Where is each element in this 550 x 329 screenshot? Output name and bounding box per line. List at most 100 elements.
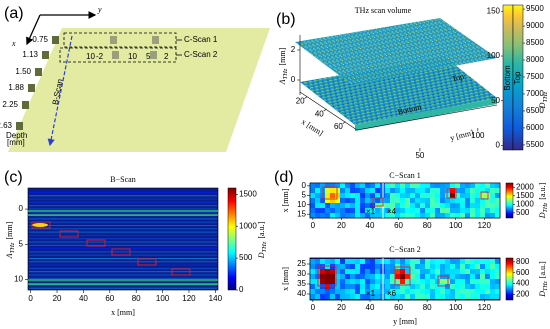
- cscan-pixel: [310, 193, 315, 198]
- tick-label: 100: [487, 51, 501, 60]
- cscan-pixel: [390, 264, 395, 269]
- cscan-pixel: [350, 294, 355, 299]
- cscan-pixel: [340, 183, 345, 188]
- cscan-pixel: [425, 269, 430, 274]
- cscan-pixel: [440, 259, 445, 264]
- cscan-pixel: [475, 294, 480, 299]
- cscan-pixel: [360, 279, 365, 284]
- cscan-pixel: [340, 269, 345, 274]
- cscan-pixel: [315, 183, 320, 188]
- cscan-pixel: [445, 284, 450, 289]
- cscan-pixel: [355, 193, 360, 198]
- cscan-pixel: [490, 294, 495, 299]
- cscan-pixel: [455, 213, 460, 218]
- cscan-pixel: [475, 188, 480, 193]
- axis-label: x [mm]: [281, 188, 290, 212]
- cscan-pixel: [315, 264, 320, 269]
- cscan-pixel: [335, 193, 340, 198]
- cscan-pixel: [480, 203, 485, 208]
- cscan-pixel: [390, 208, 395, 213]
- cscan-pixel: [360, 264, 365, 269]
- bscan-stripe: [29, 228, 217, 230]
- x-tick-label: 60: [105, 294, 114, 303]
- image-frame: [309, 257, 501, 301]
- cscan-pixel: [375, 213, 380, 218]
- cscan-pixel: [460, 213, 465, 218]
- cscan-pixel: [425, 198, 430, 203]
- defect-square: [22, 101, 29, 109]
- cscan-pixel: [400, 279, 405, 284]
- subscript: THz: [543, 280, 549, 290]
- cscan-pixel: [495, 198, 500, 203]
- cscan-pixel: [425, 203, 430, 208]
- cscan-pixel: [415, 213, 420, 218]
- cscan-pixel: [355, 279, 360, 284]
- cscan-pixel: [450, 213, 455, 218]
- cscan-pixel: [445, 193, 450, 198]
- cscan-pixel: [440, 294, 445, 299]
- bscan-stripe: [29, 201, 217, 203]
- cscan-pixel: [415, 264, 420, 269]
- cscan-pixel: [345, 198, 350, 203]
- cscan-pixel: [445, 294, 450, 299]
- cscan-pixel: [440, 183, 445, 188]
- cscan-pixel: [330, 183, 335, 188]
- tick-label: 6500: [526, 106, 544, 115]
- cscan-pixel: [435, 279, 440, 284]
- x-tick-label: 40: [366, 221, 375, 230]
- cscan-pixel: [435, 203, 440, 208]
- cscan-pixel: [400, 269, 405, 274]
- y-tick-label: 25: [297, 259, 306, 268]
- cscan-pixel: [445, 289, 450, 294]
- cscan-pixel: [315, 188, 320, 193]
- defect-box: [137, 258, 157, 266]
- cscan-pixel: [395, 274, 400, 279]
- cscan-pixel: [410, 279, 415, 284]
- cscan-pixel: [360, 198, 365, 203]
- cscan-pixel: [415, 198, 420, 203]
- cscan-pixel: [410, 274, 415, 279]
- cscan-pixel: [310, 198, 315, 203]
- cscan-pixel: [350, 208, 355, 213]
- cscan-pixel: [365, 284, 370, 289]
- cscan-pixel: [375, 193, 380, 198]
- cscan-pixel: [330, 203, 335, 208]
- cscan-pixel: [400, 203, 405, 208]
- cscan-pixel: [375, 183, 380, 188]
- cscan-pixel: [370, 294, 375, 299]
- tick-label: 1500: [239, 189, 257, 198]
- cscan-pixel: [445, 198, 450, 203]
- symbol: D: [538, 102, 547, 109]
- defect-box: [480, 191, 489, 200]
- cscan-pixel: [335, 269, 340, 274]
- cscan-pixel: [375, 188, 380, 193]
- cscan-pixel: [335, 213, 340, 218]
- colorbar-label: DTHz [a.u.]: [538, 182, 550, 219]
- cscan-pixel: [335, 208, 340, 213]
- cscan-pixel: [470, 269, 475, 274]
- cscan-pixel: [495, 213, 500, 218]
- cscan-pixel: [395, 208, 400, 213]
- axis-label: y [mm]: [393, 317, 417, 326]
- cscan-pixel: [315, 213, 320, 218]
- cscan-pixel: [425, 208, 430, 213]
- bscan-stripe: [29, 264, 217, 266]
- cscan-pixel: [435, 259, 440, 264]
- axis-arrow: [26, 14, 41, 46]
- cscan-pixel: [485, 203, 490, 208]
- cscan-pixel: [335, 274, 340, 279]
- cscan-pixel: [370, 259, 375, 264]
- cscan-label: C-Scan 2: [184, 50, 218, 59]
- cscan-pixel: [320, 264, 325, 269]
- cscan-pixel: [425, 284, 430, 289]
- cscan-pixel: [360, 203, 365, 208]
- cscan-pixel: [425, 183, 430, 188]
- cscan-pixel: [385, 294, 390, 299]
- cscan-pixel: [440, 193, 445, 198]
- cscan-pixel: [475, 274, 480, 279]
- cscan-pixel: [485, 208, 490, 213]
- cscan-pixel: [345, 269, 350, 274]
- cscan-pixel: [430, 279, 435, 284]
- tick-label: 100: [471, 131, 485, 140]
- defect-square: [42, 51, 49, 59]
